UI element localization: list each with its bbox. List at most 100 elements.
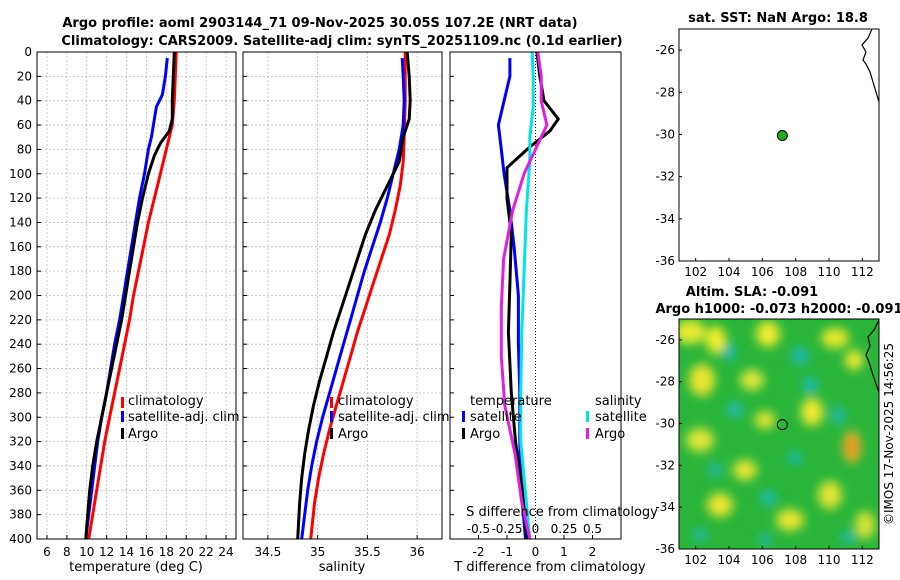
sst-map-xtick-label: 108 <box>784 265 807 279</box>
depth-tick-label: 60 <box>17 118 32 132</box>
difference-xtick-label: 1 <box>560 545 568 559</box>
salinity-xtick-label: 36 <box>409 545 424 559</box>
sst-map-xtick-label: 104 <box>718 265 741 279</box>
difference-xlabel-top: S difference from climatology <box>466 505 658 520</box>
coastline <box>861 29 879 103</box>
sla-map-ticks: 102 104 106 108 110 112 -26 -28 -30 -32 -34 -36 <box>655 333 873 567</box>
salinity-diff-tick-label: -0.25 <box>491 522 522 536</box>
temperature-xtick-label: 8 <box>63 545 71 559</box>
sla-map-ytick-label: -28 <box>655 375 675 389</box>
salinity-panel: 34.5 35 35.5 36 salinity climatology satell… <box>242 51 450 575</box>
salinity-diff-tick-label: -0.5 <box>467 522 490 536</box>
title-line-2: Climatology: CARS2009. Satellite-adj cli… <box>61 34 622 49</box>
depth-tick-label: 300 <box>9 410 32 424</box>
coastline <box>865 319 879 393</box>
difference-series-temperature-argo <box>505 52 560 539</box>
sla-map-box <box>678 318 880 550</box>
sst-map-argo-marker <box>776 130 788 142</box>
difference-xtick-label: 0 <box>532 545 540 559</box>
salinity-grid <box>243 51 442 540</box>
legend-climatology: climatology <box>128 394 204 409</box>
legend-swatch-satellite <box>330 411 333 422</box>
sst-map-box <box>678 28 880 262</box>
sla-map-xtick-label: 108 <box>784 553 807 567</box>
salinity-series-argo <box>296 52 412 539</box>
salinity-diff-tick-label: 0.25 <box>551 522 578 536</box>
temperature-diff-legend: temperature satellite Argo <box>462 394 552 442</box>
legend-argo: Argo <box>128 427 158 442</box>
salinity-ticks: 34.5 35 35.5 36 <box>243 51 425 559</box>
salinity-diff-tick-label: 0.5 <box>583 522 602 536</box>
salinity-axes-box <box>242 51 443 540</box>
temperature-xtick-label: 6 <box>43 545 51 559</box>
salinity-series-climatology <box>309 52 407 539</box>
sst-map-ticks: 102 104 106 108 110 112 -26 -28 -30 -32 -34 -36 <box>655 43 873 279</box>
legend-temp-satellite: satellite <box>470 410 522 425</box>
temperature-xlabel: temperature (deg C) <box>69 560 203 575</box>
legend-swatch-climatology <box>330 397 333 408</box>
temperature-ticks: 6 8 10 12 14 16 18 20 22 24 <box>37 51 234 559</box>
sla-map-panel: 102 104 106 108 110 112 -26 -28 -30 -32 -34 -36 Alt… <box>655 285 900 567</box>
legend-heading-temperature: temperature <box>470 394 552 409</box>
depth-tick-label: 180 <box>9 264 32 278</box>
sla-map-xtick-label: 112 <box>851 553 874 567</box>
depth-tick-label: 120 <box>9 191 32 205</box>
depth-tick-labels: 0 20 40 60 80 100 120 140 160 180 200 220 240 260 280 3… <box>9 45 32 546</box>
depth-tick-label: 80 <box>17 142 32 156</box>
legend-satellite-clim: satellite-adj. clim <box>128 410 240 425</box>
sla-map-ytick-label: -26 <box>655 333 675 347</box>
temperature-xtick-label: 10 <box>79 545 94 559</box>
temperature-xtick-label: 14 <box>119 545 134 559</box>
sla-field <box>679 320 875 546</box>
salinity-legend: climatology satellite-adj. clim Argo <box>330 394 450 442</box>
sst-map-ytick-label: -30 <box>655 127 675 141</box>
salinity-series <box>296 52 412 539</box>
depth-tick-label: 240 <box>9 337 32 351</box>
legend-swatch-satellite <box>121 411 124 422</box>
sla-map-xtick-label: 110 <box>818 553 841 567</box>
temperature-xtick-label: 22 <box>199 545 214 559</box>
sla-map-xtick-label: 102 <box>684 553 707 567</box>
difference-axes-box <box>449 51 622 540</box>
depth-tick-label: 40 <box>17 94 32 108</box>
salinity-xtick-label: 35 <box>310 545 325 559</box>
sst-map-background <box>679 29 879 261</box>
sla-map-title-1: Altim. SLA: -0.091 <box>686 285 818 300</box>
sla-map-marks <box>776 419 788 431</box>
sla-map-xtick-label: 104 <box>718 553 741 567</box>
temperature-series-argo <box>84 52 176 539</box>
temperature-grid <box>37 51 236 540</box>
legend-swatch-climatology <box>121 397 124 408</box>
depth-tick-label: 340 <box>9 459 32 473</box>
depth-tick-label: 400 <box>9 532 32 546</box>
sst-map-ytick-label: -26 <box>655 43 675 57</box>
depth-tick-label: 280 <box>9 386 32 400</box>
sla-map-title-2: Argo h1000: -0.073 h2000: -0.091 <box>655 302 900 317</box>
depth-tick-label: 140 <box>9 215 32 229</box>
depth-tick-label: 0 <box>24 45 32 59</box>
difference-xtick-label: -2 <box>473 545 485 559</box>
sla-map-argo-marker <box>776 419 788 431</box>
sst-map-ytick-label: -34 <box>655 212 675 226</box>
legend-swatch-argo <box>121 428 124 439</box>
sla-map-ytick-label: -34 <box>655 500 675 514</box>
temperature-xtick-label: 12 <box>99 545 114 559</box>
difference-series-salinity-satellite <box>519 52 535 539</box>
sst-map-title: sat. SST: NaN Argo: 18.8 <box>688 11 868 26</box>
legend-swatch-satellite <box>462 411 465 422</box>
title-line-1: Argo profile: aoml 2903144_71 09-Nov-202… <box>62 16 577 31</box>
legend-swatch-argo <box>462 428 465 439</box>
legend-swatch-sal-satellite <box>586 411 589 422</box>
difference-xtick-label: 2 <box>589 545 597 559</box>
sst-map-ytick-label: -32 <box>655 170 675 184</box>
legend-satellite-clim: satellite-adj. clim <box>338 410 450 425</box>
salinity-diff-legend: salinity satellite Argo <box>586 394 647 442</box>
sst-map-xtick-label: 106 <box>751 265 774 279</box>
imos-watermark: ©IMOS 17-Nov-2025 14:56:25 <box>882 343 896 525</box>
salinity-xlabel: salinity <box>319 560 366 575</box>
depth-tick-label: 160 <box>9 240 32 254</box>
legend-swatch-argo <box>330 428 333 439</box>
sst-map-panel: 102 104 106 108 110 112 -26 -28 -30 -32 -34 -36 sat… <box>655 11 880 279</box>
